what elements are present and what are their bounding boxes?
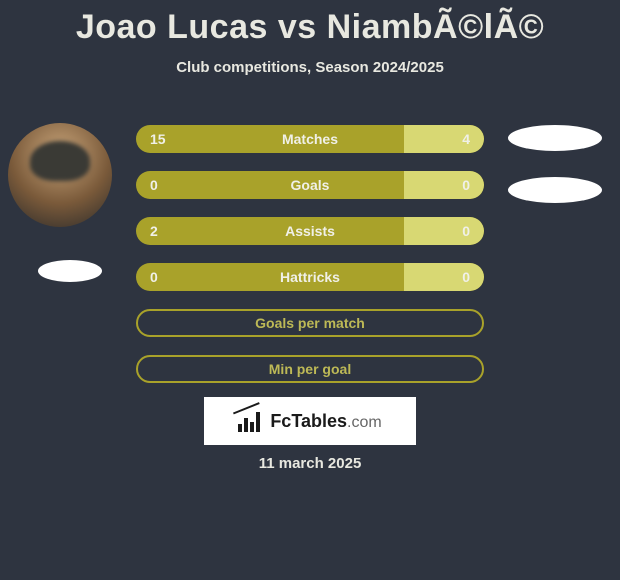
- stat-label: Min per goal: [138, 361, 482, 377]
- stat-row-goals-per-match: Goals per match: [136, 309, 484, 337]
- stat-row-assists: 20Assists: [136, 217, 484, 245]
- logo-chart-icon: [238, 410, 264, 432]
- stat-label: Hattricks: [136, 269, 484, 285]
- stat-label: Assists: [136, 223, 484, 239]
- logo-fctables[interactable]: FcTables.com: [204, 397, 416, 445]
- name-left-placeholder: [38, 260, 102, 282]
- stat-label: Goals: [136, 177, 484, 193]
- avatar-player-right-placeholder: [508, 125, 602, 151]
- stat-label: Matches: [136, 131, 484, 147]
- stats-container: 154Matches 00Goals 20Assists 00Hattricks Goa…: [136, 125, 484, 401]
- stat-row-min-per-goal: Min per goal: [136, 355, 484, 383]
- subtitle: Club competitions, Season 2024/2025: [0, 59, 620, 76]
- date-line: 11 march 2025: [0, 455, 620, 472]
- name-right-placeholder: [508, 177, 602, 203]
- stat-row-hattricks: 00Hattricks: [136, 263, 484, 291]
- stat-row-goals: 00Goals: [136, 171, 484, 199]
- stat-label: Goals per match: [138, 315, 482, 331]
- stat-row-matches: 154Matches: [136, 125, 484, 153]
- avatar-player-left: [8, 123, 112, 227]
- page-title: Joao Lucas vs NiambÃ©lÃ©: [0, 0, 620, 47]
- logo-text: FcTables.com: [270, 411, 381, 432]
